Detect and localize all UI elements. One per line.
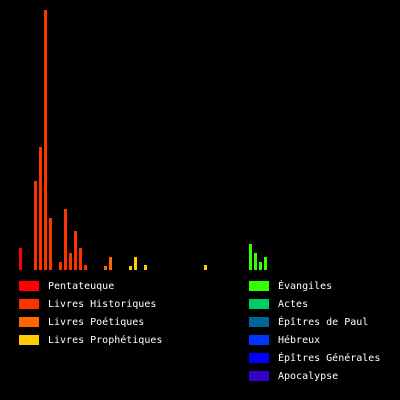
bar — [44, 10, 47, 270]
bar — [74, 231, 77, 270]
bar — [259, 262, 262, 270]
legend-label: Livres Poétiques — [48, 316, 144, 328]
bar — [59, 262, 62, 270]
bar — [34, 181, 37, 270]
legend-label: Évangiles — [278, 279, 332, 292]
legend-label: Pentateuque — [48, 281, 114, 292]
legend-swatch — [19, 281, 39, 291]
legend-swatch — [249, 281, 269, 291]
legend-swatch — [249, 335, 269, 345]
bar — [254, 253, 257, 270]
bar — [264, 257, 267, 270]
bar — [64, 209, 67, 270]
bar — [134, 257, 137, 270]
legend-swatch — [249, 353, 269, 363]
bar — [109, 257, 112, 270]
bar — [104, 266, 107, 270]
bar — [79, 248, 82, 270]
bar — [204, 265, 207, 270]
legend-label: Épîtres de Paul — [278, 315, 368, 328]
bar — [249, 244, 252, 270]
bar — [84, 265, 87, 270]
legend-label: Hébreux — [278, 334, 320, 346]
legend-swatch — [19, 335, 39, 345]
legend-label: Actes — [278, 299, 308, 310]
legend-label: Livres Historiques — [48, 299, 156, 310]
bar — [144, 265, 147, 270]
legend-label: Livres Prophétiques — [48, 334, 162, 346]
bar — [39, 147, 42, 270]
legend-swatch — [249, 299, 269, 309]
legend-swatch — [19, 317, 39, 327]
legend-label: Épîtres Générales — [278, 351, 380, 364]
bar — [49, 218, 52, 270]
legend-swatch — [19, 299, 39, 309]
bar — [69, 253, 72, 270]
legend-label: Apocalypse — [278, 371, 338, 382]
bar — [19, 248, 22, 270]
bar — [129, 266, 132, 270]
legend-swatch — [249, 371, 269, 381]
legend-swatch — [249, 317, 269, 327]
